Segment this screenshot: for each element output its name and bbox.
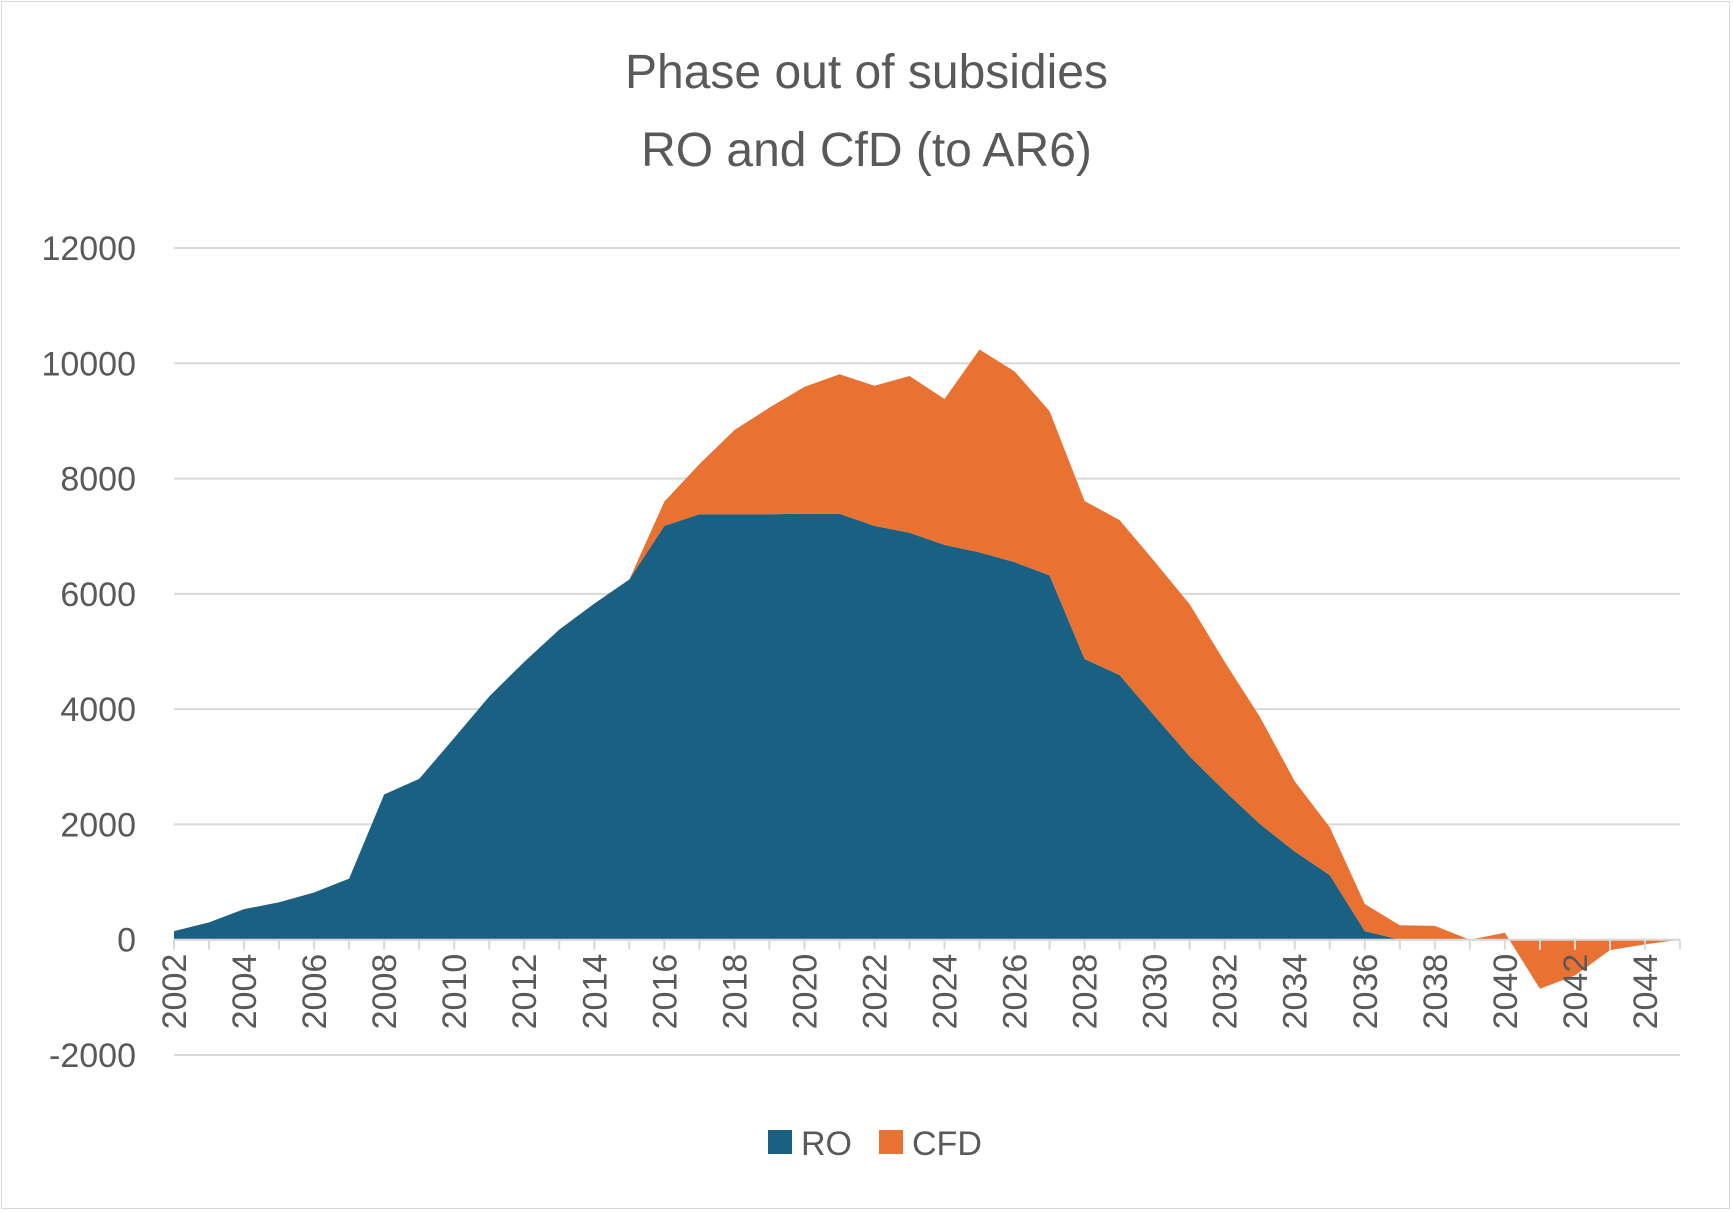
- x-tick-label-2020: 2020: [786, 954, 824, 1030]
- area-ro: [174, 513, 1680, 940]
- legend-swatch-ro: [768, 1130, 792, 1154]
- x-tick-label-2022: 2022: [856, 954, 894, 1030]
- x-tick-label-2034: 2034: [1277, 954, 1315, 1030]
- chart-title-line1: Phase out of subsidies: [625, 46, 1108, 99]
- x-tick-label-2030: 2030: [1137, 954, 1175, 1030]
- y-tick-label-4000: 4000: [60, 691, 136, 729]
- y-tick-label-10000: 10000: [41, 345, 136, 383]
- x-tick-label-2004: 2004: [226, 954, 264, 1030]
- y-tick-label--2000: -2000: [49, 1037, 136, 1075]
- y-axis-tick-labels: 12000 10000 8000 6000 4000 2000 0 -2000: [41, 230, 136, 1075]
- y-tick-label-6000: 6000: [60, 576, 136, 614]
- x-tick-label-2008: 2008: [366, 954, 404, 1030]
- y-tick-label-0: 0: [117, 922, 136, 960]
- x-tick-label-2014: 2014: [576, 954, 614, 1030]
- x-tick-label-2018: 2018: [716, 954, 754, 1030]
- axes: [173, 938, 1681, 950]
- legend-label-cfd: CFD: [912, 1125, 982, 1163]
- x-tick-label-2016: 2016: [646, 954, 684, 1030]
- area-cfd: [174, 349, 1680, 989]
- x-tick-label-2002: 2002: [156, 954, 194, 1030]
- x-axis-tick-labels: 2002 2004 2006 2008 2010 2012 2014 2016 2018 2020…: [156, 954, 1665, 1030]
- x-tick-label-2012: 2012: [506, 954, 544, 1030]
- x-tick-label-2006: 2006: [296, 954, 334, 1030]
- x-tick-label-2038: 2038: [1417, 954, 1455, 1030]
- x-tick-label-2040: 2040: [1487, 954, 1525, 1030]
- x-tick-label-2044: 2044: [1627, 954, 1665, 1030]
- y-tick-label-8000: 8000: [60, 461, 136, 499]
- legend-swatch-cfd: [879, 1130, 903, 1154]
- x-tick-label-2028: 2028: [1067, 954, 1105, 1030]
- series-areas: [174, 349, 1680, 989]
- y-tick-label-2000: 2000: [60, 806, 136, 844]
- legend: RO CFD: [768, 1125, 982, 1163]
- x-tick-label-2026: 2026: [997, 954, 1035, 1030]
- chart-title-line2: RO and CfD (to AR6): [641, 124, 1092, 177]
- x-tick-label-2042: 2042: [1557, 954, 1595, 1030]
- y-tick-label-12000: 12000: [41, 230, 136, 268]
- x-tick-label-2032: 2032: [1207, 954, 1245, 1030]
- x-tick-label-2024: 2024: [927, 954, 965, 1030]
- x-tick-label-2036: 2036: [1347, 954, 1385, 1030]
- legend-label-ro: RO: [801, 1125, 852, 1163]
- x-tick-label-2010: 2010: [436, 954, 474, 1030]
